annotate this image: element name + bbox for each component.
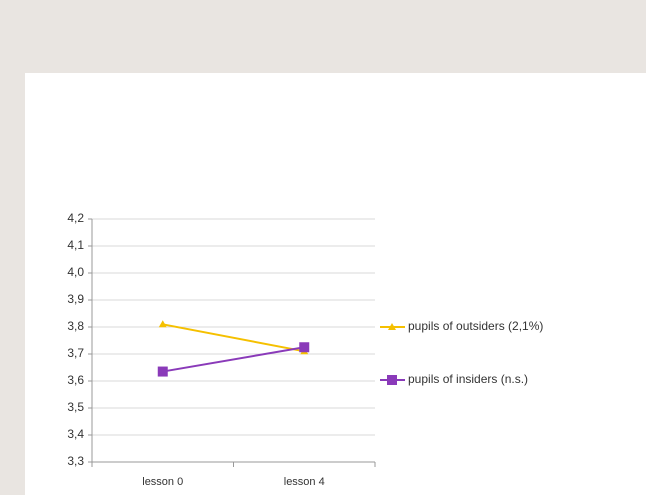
y-tick-label: 4,2 — [67, 211, 84, 225]
marker — [157, 366, 168, 377]
y-tick-label: 3,7 — [67, 346, 84, 360]
panel — [25, 73, 646, 495]
y-tick-label: 3,9 — [67, 292, 84, 306]
legend-label: pupils of outsiders (2,1%) — [408, 319, 543, 333]
series-line — [162, 323, 305, 353]
legend-marker — [388, 323, 396, 330]
y-tick-label: 4,1 — [67, 238, 84, 252]
legend-marker — [387, 375, 397, 385]
y-tick-label: 3,6 — [67, 373, 84, 387]
y-tick-label: 3,5 — [67, 400, 84, 414]
marker — [299, 342, 310, 353]
y-tick-label: 3,8 — [67, 319, 84, 333]
legend-label: pupils of insiders (n.s.) — [408, 372, 528, 386]
x-tick-label: lesson 0 — [142, 476, 183, 488]
y-tick-label: 4,0 — [67, 265, 84, 279]
x-tick-label: lesson 4 — [284, 476, 325, 488]
series-line — [162, 346, 305, 373]
marker — [158, 320, 167, 328]
y-tick-label: 3,4 — [67, 427, 84, 441]
y-tick-label: 3,3 — [67, 454, 84, 468]
